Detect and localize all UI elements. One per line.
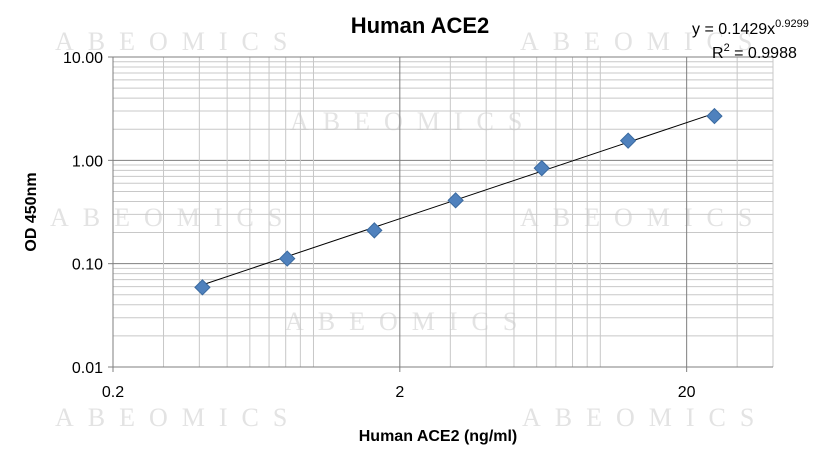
- x-axis-label: Human ACE2 (ng/ml): [359, 428, 518, 445]
- x-tick-labels: 0.2 2 20: [102, 384, 696, 401]
- watermark-text: ABEOMICS: [55, 27, 301, 56]
- watermark-text: ABEOMICS: [522, 403, 768, 432]
- y-tick-label: 1.00: [72, 153, 103, 170]
- watermark-text: ABEOMICS: [520, 27, 766, 56]
- watermark-text: ABEOMICS: [285, 307, 531, 336]
- data-point: [533, 159, 550, 177]
- x-tick-label: 0.2: [102, 384, 124, 401]
- data-point: [194, 279, 211, 296]
- y-tick-label: 0.10: [72, 257, 103, 274]
- watermark-text: ABEOMICS: [50, 203, 296, 232]
- data-point: [706, 107, 723, 125]
- data-point: [447, 192, 464, 209]
- data-points: [194, 107, 723, 296]
- data-point: [366, 222, 383, 239]
- r-squared-symbol: R: [712, 45, 724, 62]
- data-point: [619, 132, 637, 149]
- y-axis-label: OD 450nm: [23, 172, 40, 251]
- watermark-text: ABEOMICS: [55, 403, 301, 432]
- chart-title: Human ACE2: [351, 13, 490, 38]
- x-tick-label: 2: [395, 384, 404, 401]
- watermark-text: ABEOMICS: [290, 107, 536, 136]
- trendline-r-squared: R2 = 0.9988: [712, 42, 797, 62]
- trendline-equation-base: y = 0.1429x: [692, 21, 775, 38]
- y-tick-label: 10.00: [63, 50, 103, 67]
- watermark-text: ABEOMICS: [520, 203, 766, 232]
- watermark-layer: ABEOMICS ABEOMICS ABEOMICS ABEOMICS ABEOMICS…: [50, 27, 768, 432]
- trendline-equation-exponent: 0.9299: [775, 18, 809, 30]
- plot-area-frame: [108, 56, 773, 372]
- y-tick-label: 0.01: [72, 360, 103, 377]
- r-squared-exponent: 2: [724, 42, 730, 54]
- data-point: [279, 250, 296, 267]
- r-squared-value: = 0.9988: [730, 45, 797, 62]
- y-tick-labels: 0.01 0.10 1.00 10.00: [63, 50, 103, 377]
- x-tick-label: 20: [678, 384, 696, 401]
- trendline-equation: y = 0.1429x0.9299: [692, 18, 809, 38]
